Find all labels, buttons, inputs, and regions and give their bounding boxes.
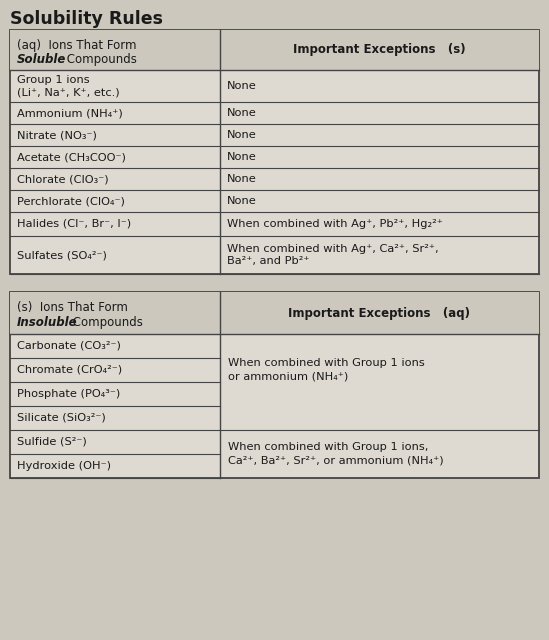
Text: Soluble: Soluble bbox=[17, 53, 66, 66]
Text: Hydroxide (OH⁻): Hydroxide (OH⁻) bbox=[17, 461, 111, 471]
Text: Carbonate (CO₃²⁻): Carbonate (CO₃²⁻) bbox=[17, 341, 121, 351]
Text: Group 1 ions
(Li⁺, Na⁺, K⁺, etc.): Group 1 ions (Li⁺, Na⁺, K⁺, etc.) bbox=[17, 75, 120, 97]
Text: (aq)  Ions That Form: (aq) Ions That Form bbox=[17, 39, 137, 52]
Text: None: None bbox=[227, 130, 257, 140]
Bar bbox=[10, 30, 539, 70]
Text: (s)  Ions That Form: (s) Ions That Form bbox=[17, 301, 128, 314]
Bar bbox=[10, 292, 539, 334]
Text: When combined with Ag⁺, Pb²⁺, Hg₂²⁺: When combined with Ag⁺, Pb²⁺, Hg₂²⁺ bbox=[227, 219, 443, 229]
Text: When combined with Group 1 ions,
Ca²⁺, Ba²⁺, Sr²⁺, or ammonium (NH₄⁺): When combined with Group 1 ions, Ca²⁺, B… bbox=[228, 442, 444, 466]
Text: Compounds: Compounds bbox=[69, 316, 143, 329]
Text: Halides (Cl⁻, Br⁻, I⁻): Halides (Cl⁻, Br⁻, I⁻) bbox=[17, 219, 131, 229]
Text: Sulfide (S²⁻): Sulfide (S²⁻) bbox=[17, 437, 87, 447]
Text: Phosphate (PO₄³⁻): Phosphate (PO₄³⁻) bbox=[17, 389, 120, 399]
Text: None: None bbox=[227, 108, 257, 118]
Text: Chlorate (ClO₃⁻): Chlorate (ClO₃⁻) bbox=[17, 174, 109, 184]
Text: Important Exceptions   (s): Important Exceptions (s) bbox=[293, 44, 466, 56]
Text: Ammonium (NH₄⁺): Ammonium (NH₄⁺) bbox=[17, 108, 123, 118]
Text: Insoluble: Insoluble bbox=[17, 316, 77, 329]
Text: Perchlorate (ClO₄⁻): Perchlorate (ClO₄⁻) bbox=[17, 196, 125, 206]
Text: Silicate (SiO₃²⁻): Silicate (SiO₃²⁻) bbox=[17, 413, 106, 423]
Text: When combined with Group 1 ions
or ammonium (NH₄⁺): When combined with Group 1 ions or ammon… bbox=[228, 358, 425, 381]
Text: Nitrate (NO₃⁻): Nitrate (NO₃⁻) bbox=[17, 130, 97, 140]
Text: None: None bbox=[227, 174, 257, 184]
Text: Compounds: Compounds bbox=[63, 53, 137, 66]
Bar bbox=[10, 292, 539, 478]
Bar bbox=[10, 30, 539, 274]
Text: When combined with Ag⁺, Ca²⁺, Sr²⁺,
Ba²⁺, and Pb²⁺: When combined with Ag⁺, Ca²⁺, Sr²⁺, Ba²⁺… bbox=[227, 244, 439, 266]
Text: Chromate (CrO₄²⁻): Chromate (CrO₄²⁻) bbox=[17, 365, 122, 375]
Text: Sulfates (SO₄²⁻): Sulfates (SO₄²⁻) bbox=[17, 250, 107, 260]
Text: None: None bbox=[227, 196, 257, 206]
Text: Acetate (CH₃COO⁻): Acetate (CH₃COO⁻) bbox=[17, 152, 126, 162]
Text: None: None bbox=[227, 81, 257, 91]
Text: Important Exceptions   (aq): Important Exceptions (aq) bbox=[289, 307, 470, 319]
Text: None: None bbox=[227, 152, 257, 162]
Text: Solubility Rules: Solubility Rules bbox=[10, 10, 163, 28]
